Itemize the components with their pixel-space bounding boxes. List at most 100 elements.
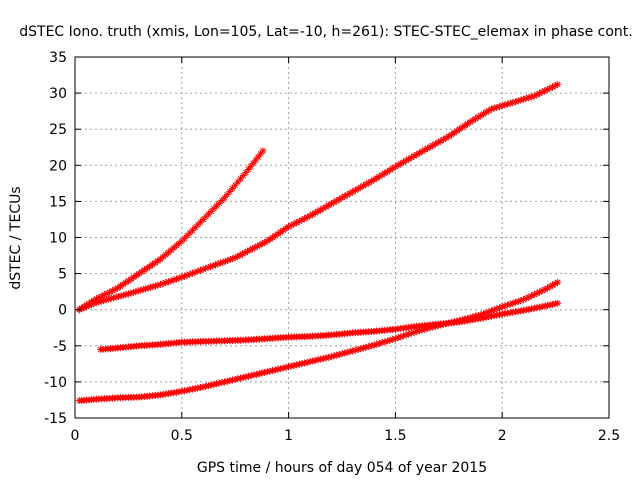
- data-point: [226, 187, 234, 195]
- data-point: [108, 287, 116, 295]
- data-point: [341, 192, 349, 200]
- y-axis-label: dSTEC / TECUs: [8, 186, 24, 289]
- data-point: [191, 385, 199, 393]
- data-point: [253, 370, 261, 378]
- data-point: [191, 224, 199, 232]
- data-point: [447, 318, 455, 326]
- data-point: [365, 179, 373, 187]
- data-point: [202, 213, 210, 221]
- data-point: [359, 344, 367, 352]
- data-point: [439, 320, 447, 328]
- data-point: [162, 279, 170, 287]
- data-point: [199, 383, 207, 391]
- y-tick-label: 0: [58, 303, 67, 319]
- data-point: [154, 257, 162, 265]
- data-point: [530, 291, 538, 299]
- data-point: [167, 277, 175, 285]
- data-point: [351, 346, 359, 354]
- data-point: [490, 306, 498, 314]
- data-point: [375, 172, 383, 180]
- data-point: [554, 278, 562, 286]
- data-point: [405, 155, 413, 163]
- data-point: [386, 336, 394, 344]
- data-point: [211, 261, 219, 269]
- data-point: [466, 118, 474, 126]
- data-point: [199, 265, 207, 273]
- data-point: [156, 255, 164, 263]
- data-point: [367, 177, 375, 185]
- data-point: [249, 159, 257, 167]
- data-point: [170, 276, 178, 284]
- data-point: [474, 311, 482, 319]
- data-point: [205, 382, 212, 390]
- grid: [75, 57, 609, 418]
- data-point: [522, 94, 530, 102]
- data-point: [311, 356, 319, 364]
- data-point: [175, 239, 183, 247]
- data-point: [103, 289, 111, 297]
- data-point: [472, 115, 479, 123]
- data-point: [496, 311, 504, 319]
- data-point: [488, 105, 496, 113]
- data-point: [543, 86, 551, 94]
- data-point: [335, 350, 343, 358]
- data-point: [394, 161, 402, 169]
- y-tick-label: -5: [53, 339, 67, 355]
- data-point: [129, 288, 137, 296]
- data-point: [431, 140, 439, 148]
- data-point: [295, 217, 303, 225]
- x-tick-label: 0.5: [171, 428, 193, 444]
- data-point: [349, 188, 357, 196]
- data-point: [250, 371, 258, 379]
- data-point: [239, 250, 247, 258]
- series-2: [75, 80, 562, 314]
- data-point: [279, 226, 287, 234]
- data-point: [263, 237, 271, 245]
- data-point: [154, 281, 162, 289]
- data-point: [221, 257, 229, 265]
- data-point: [207, 207, 215, 215]
- data-point: [139, 285, 147, 293]
- data-point: [493, 311, 501, 319]
- data-point: [274, 230, 282, 238]
- data-point: [196, 266, 204, 274]
- data-point: [236, 251, 244, 259]
- data-point: [216, 259, 224, 267]
- data-point: [224, 256, 232, 264]
- data-point: [194, 267, 202, 275]
- data-point: [522, 306, 530, 314]
- data-point: [244, 247, 252, 255]
- data-point: [90, 300, 98, 308]
- data-point: [343, 348, 351, 356]
- data-point: [196, 383, 204, 391]
- data-point: [533, 91, 541, 99]
- data-point: [303, 213, 311, 221]
- data-point: [229, 376, 237, 384]
- data-point: [512, 98, 520, 106]
- data-point: [383, 168, 391, 176]
- data-point: [116, 282, 124, 290]
- data-point: [509, 299, 517, 307]
- data-point: [92, 295, 100, 303]
- data-point: [180, 387, 188, 395]
- data-point: [415, 327, 423, 335]
- data-point: [485, 308, 493, 316]
- data-point: [194, 221, 202, 229]
- data-point: [485, 107, 493, 115]
- data-point: [341, 349, 349, 357]
- data-point: [530, 304, 538, 312]
- data-point: [330, 352, 338, 360]
- data-point: [536, 288, 544, 296]
- data-point: [130, 273, 138, 281]
- data-point: [546, 301, 554, 309]
- data-point: [266, 235, 274, 243]
- data-point: [472, 312, 479, 320]
- data-point: [429, 141, 437, 149]
- data-point: [259, 147, 267, 155]
- data-point: [134, 287, 142, 295]
- data-point: [533, 304, 541, 312]
- data-point: [522, 294, 530, 302]
- data-point: [266, 367, 274, 375]
- x-tick-label: 2: [498, 428, 507, 444]
- data-point: [461, 122, 469, 130]
